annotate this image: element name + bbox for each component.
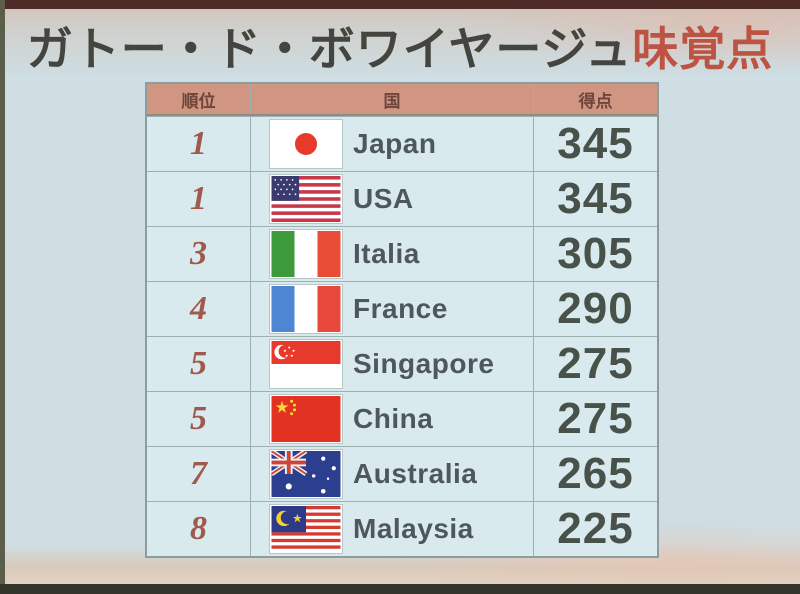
country-cell: France: [251, 282, 534, 336]
slide-title-accent: 味覚点: [632, 23, 774, 75]
country-name: Malaysia: [353, 513, 474, 544]
left-border-strip: [0, 0, 5, 594]
table-row: 1: [147, 171, 657, 226]
country-name: Singapore: [353, 348, 495, 379]
rank-cell: 1: [147, 117, 251, 171]
france-flag-icon: [269, 284, 343, 334]
rank-cell: 7: [147, 447, 251, 501]
rank-cell: 4: [147, 282, 251, 336]
table-row: 4 France 290: [147, 281, 657, 336]
table-header-row: 順位 国 得点: [147, 84, 657, 116]
table-row: 8 Malaysia 225: [147, 501, 657, 556]
header-score: 得点: [578, 91, 613, 111]
country-cell: Japan: [251, 117, 534, 171]
country-cell: Italia: [251, 227, 534, 281]
header-country: 国: [251, 84, 534, 114]
country-cell: China: [251, 392, 534, 446]
screen-blush-top: [460, 0, 800, 70]
country-cell: USA: [251, 172, 534, 226]
score-cell: 345: [557, 174, 634, 223]
score-cell: 275: [557, 339, 634, 388]
rank-cell: 5: [147, 392, 251, 446]
country-name: China: [353, 403, 434, 434]
country-cell: Singapore: [251, 337, 534, 391]
rank-cell: 5: [147, 337, 251, 391]
ranking-table: 順位 国 得点 1 Japan 345 1: [145, 82, 659, 558]
header-rank: 順位: [147, 84, 251, 114]
usa-flag-icon: [269, 174, 343, 224]
score-cell: 275: [557, 394, 634, 443]
country-cell: Australia: [251, 447, 534, 501]
score-cell: 265: [557, 449, 634, 498]
rank-cell: 8: [147, 502, 251, 556]
score-cell: 225: [557, 504, 634, 553]
china-flag-icon: [269, 394, 343, 444]
table-row: 5 China 275: [147, 391, 657, 446]
country-name: USA: [353, 183, 414, 214]
table-row: 1 Japan 345: [147, 116, 657, 171]
malaysia-flag-icon: [269, 504, 343, 554]
rank-cell: 3: [147, 227, 251, 281]
country-name: France: [353, 293, 448, 324]
score-cell: 305: [557, 229, 634, 278]
bottom-border-bar: [0, 584, 800, 594]
country-name: Australia: [353, 458, 478, 489]
score-cell: 345: [557, 119, 634, 168]
top-border-bar: [0, 0, 800, 9]
table-row: 7: [147, 446, 657, 501]
rank-cell: 1: [147, 172, 251, 226]
country-cell: Malaysia: [251, 502, 534, 556]
slide-title: ガトー・ド・ボワイヤージュ味覚点: [0, 13, 800, 79]
slide-title-main: ガトー・ド・ボワイヤージュ: [26, 23, 633, 75]
table-row: 5 Singapore 275: [147, 336, 657, 391]
score-cell: 290: [557, 284, 634, 333]
singapore-flag-icon: [269, 339, 343, 389]
country-name: Italia: [353, 238, 420, 269]
australia-flag-icon: [269, 449, 343, 499]
country-name: Japan: [353, 128, 437, 159]
italy-flag-icon: [269, 229, 343, 279]
table-row: 3 Italia 305: [147, 226, 657, 281]
japan-flag-icon: [269, 119, 343, 169]
